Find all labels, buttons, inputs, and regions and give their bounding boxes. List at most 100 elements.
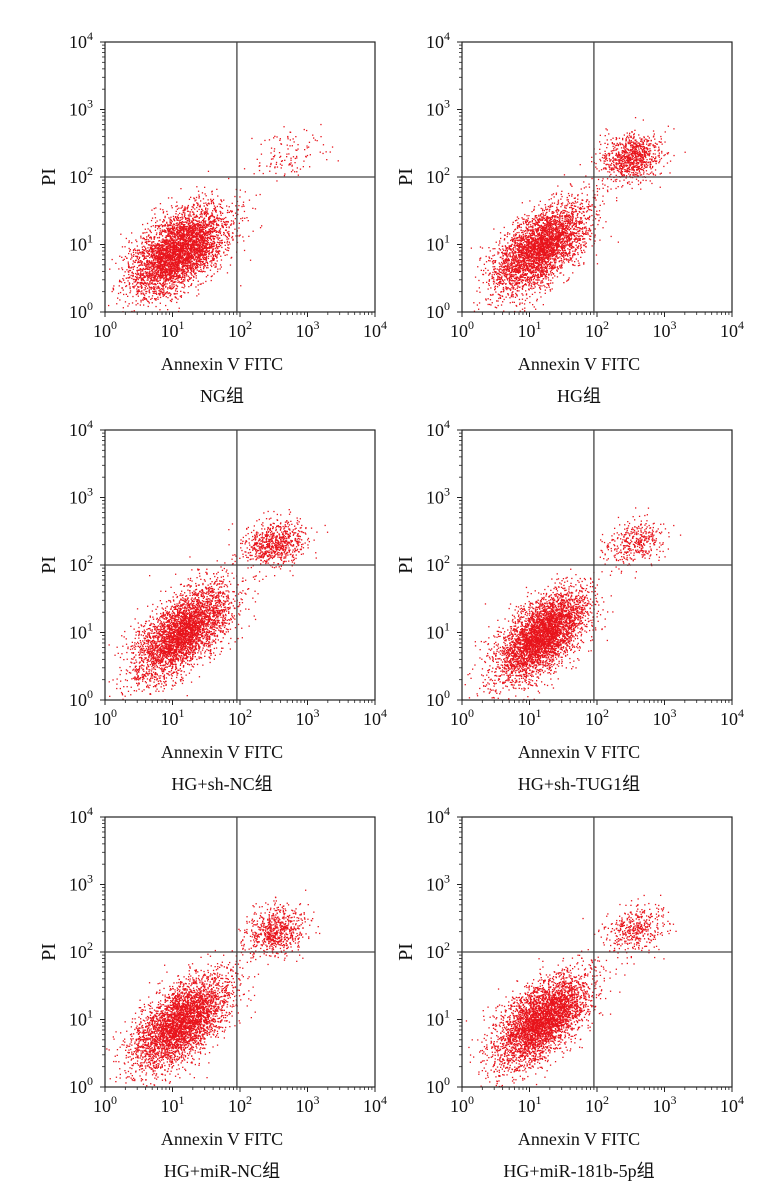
event-point	[211, 253, 214, 256]
event-point	[589, 239, 592, 241]
event-point	[193, 253, 195, 255]
event-point	[187, 246, 189, 248]
event-point	[158, 257, 160, 259]
event-point	[144, 249, 146, 251]
event-point	[198, 206, 201, 208]
event-point	[191, 253, 193, 255]
event-point	[578, 242, 580, 245]
event-point	[174, 216, 177, 218]
event-point	[121, 268, 124, 271]
event-point	[136, 288, 138, 290]
event-point	[537, 230, 539, 232]
event-point	[138, 286, 140, 288]
event-point	[206, 267, 208, 269]
event-point	[523, 248, 526, 250]
event-point	[213, 258, 215, 260]
event-point	[164, 239, 166, 241]
event-point	[187, 241, 190, 243]
event-point	[182, 255, 184, 257]
event-point	[179, 224, 181, 226]
event-point	[203, 245, 205, 248]
event-point	[211, 265, 213, 268]
event-point	[167, 266, 170, 268]
event-point	[169, 285, 171, 287]
event-point	[187, 268, 189, 270]
event-point	[514, 220, 517, 222]
event-point	[172, 233, 174, 236]
event-point	[169, 250, 171, 252]
event-point	[207, 233, 209, 236]
event-point	[163, 262, 166, 264]
event-point	[181, 280, 183, 283]
event-point	[234, 212, 237, 214]
event-point	[503, 252, 505, 255]
event-point	[145, 282, 147, 284]
event-point	[199, 223, 201, 226]
event-point	[218, 242, 220, 244]
event-point	[162, 282, 165, 284]
event-point	[219, 264, 222, 266]
event-point	[494, 272, 496, 274]
event-point	[524, 283, 527, 285]
event-point	[147, 250, 150, 253]
event-point	[231, 210, 233, 212]
event-point	[186, 253, 189, 256]
event-point	[137, 302, 139, 305]
event-point	[259, 162, 261, 164]
event-point	[184, 280, 186, 282]
event-point	[211, 251, 213, 254]
event-point	[184, 250, 187, 253]
event-point	[171, 272, 173, 274]
event-point	[193, 259, 195, 261]
event-point	[171, 263, 173, 266]
event-point	[160, 250, 163, 252]
event-point	[536, 275, 538, 277]
event-point	[176, 293, 178, 295]
event-point	[548, 241, 550, 243]
event-point	[199, 251, 201, 253]
event-point	[170, 262, 173, 264]
event-point	[125, 293, 127, 295]
event-point	[167, 243, 169, 245]
event-point	[213, 224, 215, 226]
event-point	[198, 208, 200, 211]
event-point	[157, 263, 159, 265]
event-point	[185, 247, 188, 250]
event-point	[170, 241, 172, 243]
event-point	[207, 247, 209, 249]
event-point	[156, 267, 158, 269]
event-point	[197, 251, 199, 253]
event-point	[215, 221, 217, 223]
event-point	[166, 270, 168, 273]
event-point	[188, 220, 190, 223]
event-point	[157, 258, 160, 260]
event-point	[191, 206, 193, 208]
event-point	[178, 252, 180, 254]
event-point	[195, 257, 197, 259]
event-point	[196, 263, 199, 265]
event-point	[151, 265, 153, 267]
event-point	[158, 265, 160, 267]
event-point	[209, 229, 212, 232]
event-point	[190, 196, 192, 198]
event-point	[204, 238, 206, 240]
event-point	[178, 226, 180, 228]
event-point	[177, 276, 179, 278]
event-point	[503, 273, 505, 275]
event-point	[192, 237, 194, 239]
event-point	[569, 224, 571, 226]
event-point	[182, 227, 185, 230]
event-point	[190, 245, 193, 247]
event-point	[177, 259, 179, 262]
event-point	[196, 227, 198, 229]
event-point	[140, 274, 142, 276]
event-point	[148, 291, 150, 293]
event-point	[176, 253, 178, 256]
event-point	[157, 298, 159, 300]
event-point	[221, 246, 223, 249]
event-point	[206, 238, 209, 240]
event-point	[176, 285, 179, 288]
event-point	[331, 146, 334, 148]
event-point	[187, 243, 190, 245]
